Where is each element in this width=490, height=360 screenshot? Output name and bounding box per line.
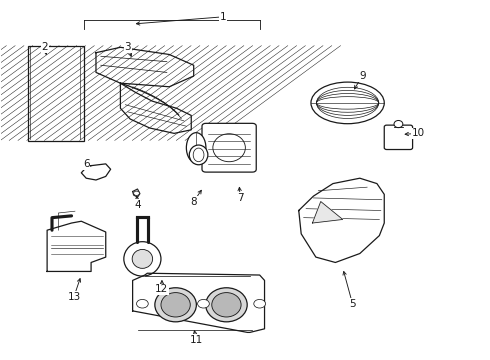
Circle shape xyxy=(137,300,148,308)
FancyBboxPatch shape xyxy=(384,125,413,149)
Circle shape xyxy=(134,191,140,195)
Text: 4: 4 xyxy=(134,200,141,210)
Ellipse shape xyxy=(206,288,247,322)
Polygon shape xyxy=(133,273,265,332)
Text: 5: 5 xyxy=(349,299,356,309)
Ellipse shape xyxy=(212,293,241,317)
Text: 10: 10 xyxy=(412,129,425,138)
Text: 8: 8 xyxy=(191,197,197,207)
Text: 13: 13 xyxy=(67,292,81,302)
Circle shape xyxy=(254,300,266,308)
Polygon shape xyxy=(121,83,191,134)
Text: 6: 6 xyxy=(83,159,90,169)
Ellipse shape xyxy=(193,148,204,162)
Polygon shape xyxy=(313,202,343,223)
Ellipse shape xyxy=(394,121,403,128)
Bar xyxy=(27,45,84,140)
Polygon shape xyxy=(96,47,194,87)
Ellipse shape xyxy=(311,82,384,124)
Text: 12: 12 xyxy=(155,284,169,294)
Ellipse shape xyxy=(132,249,152,268)
Ellipse shape xyxy=(189,145,208,165)
Ellipse shape xyxy=(161,293,190,317)
Text: 7: 7 xyxy=(237,193,244,203)
Text: 11: 11 xyxy=(190,334,203,345)
Polygon shape xyxy=(81,164,111,180)
Ellipse shape xyxy=(155,288,196,322)
Ellipse shape xyxy=(213,134,245,162)
Text: 1: 1 xyxy=(220,12,226,22)
Ellipse shape xyxy=(124,242,161,276)
Text: 9: 9 xyxy=(359,71,366,81)
Text: 2: 2 xyxy=(41,42,48,52)
Ellipse shape xyxy=(186,133,206,163)
Polygon shape xyxy=(299,178,384,262)
Polygon shape xyxy=(133,189,140,197)
FancyBboxPatch shape xyxy=(202,123,256,172)
Polygon shape xyxy=(47,221,106,271)
Text: 3: 3 xyxy=(124,42,131,52)
Circle shape xyxy=(197,300,209,308)
